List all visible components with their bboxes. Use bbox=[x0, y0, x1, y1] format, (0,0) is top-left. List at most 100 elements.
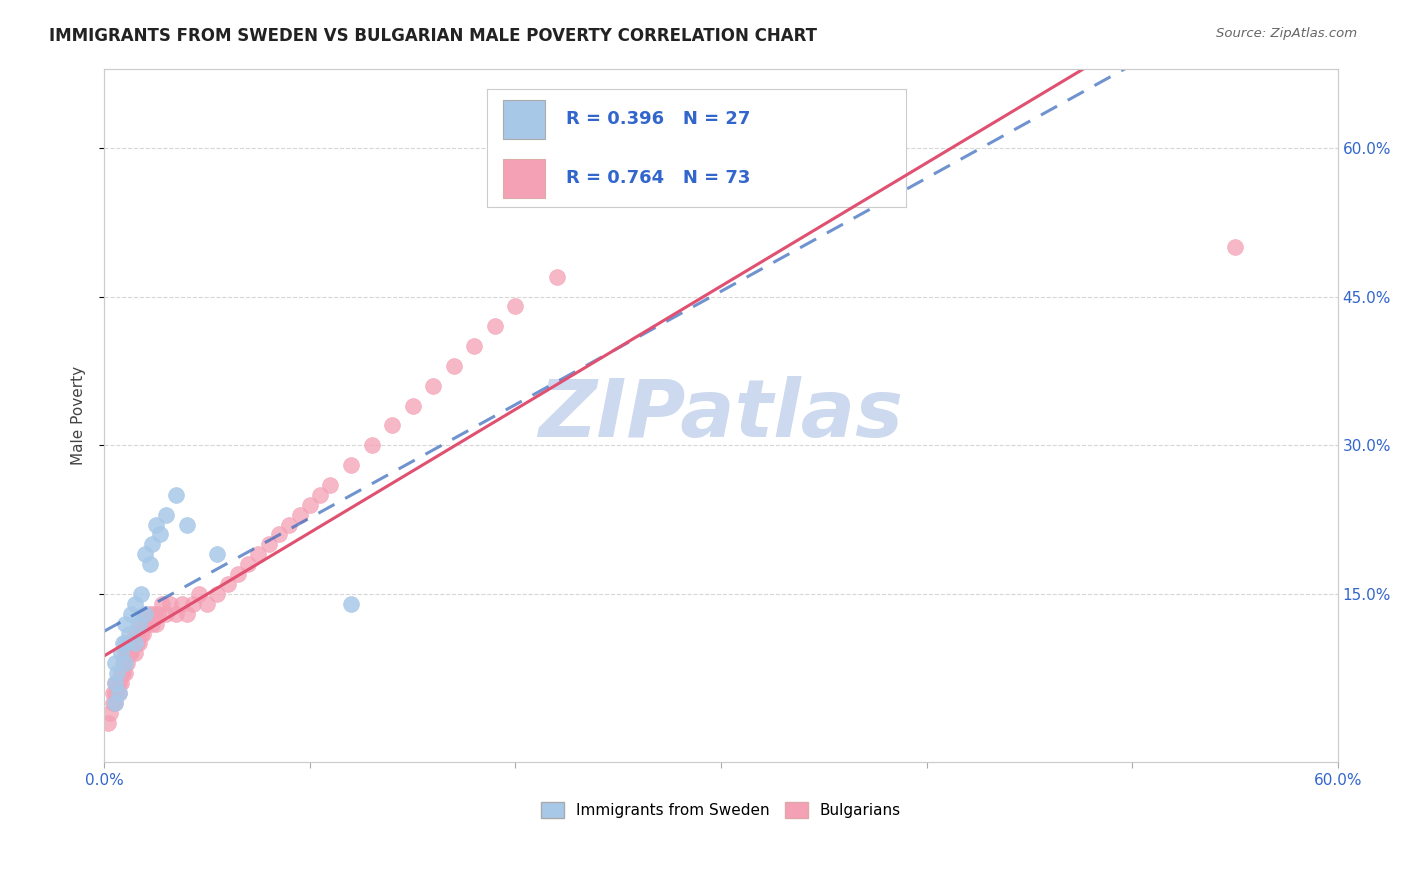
Point bbox=[463, 339, 485, 353]
Point bbox=[120, 636, 142, 650]
Point bbox=[122, 636, 145, 650]
Point bbox=[114, 636, 136, 650]
Point bbox=[298, 498, 321, 512]
Point bbox=[150, 597, 173, 611]
Point bbox=[111, 666, 134, 681]
Point bbox=[155, 607, 177, 621]
Point bbox=[138, 607, 160, 621]
Point bbox=[107, 686, 129, 700]
Point bbox=[103, 696, 125, 710]
Point bbox=[134, 547, 156, 561]
Point bbox=[107, 676, 129, 690]
Point bbox=[142, 607, 165, 621]
Point bbox=[127, 636, 149, 650]
Point bbox=[118, 636, 141, 650]
Point bbox=[172, 597, 194, 611]
Point bbox=[149, 527, 172, 541]
Point bbox=[401, 399, 423, 413]
Point bbox=[360, 438, 382, 452]
Point bbox=[103, 686, 125, 700]
Legend: Immigrants from Sweden, Bulgarians: Immigrants from Sweden, Bulgarians bbox=[534, 796, 907, 824]
Point bbox=[505, 300, 527, 314]
Point bbox=[127, 626, 149, 640]
Point bbox=[101, 686, 124, 700]
Point bbox=[155, 508, 177, 522]
Point bbox=[124, 647, 146, 661]
Point bbox=[115, 657, 138, 671]
Point bbox=[136, 616, 159, 631]
Point bbox=[97, 715, 120, 730]
Point bbox=[134, 607, 156, 621]
Point bbox=[134, 607, 156, 621]
Point bbox=[217, 577, 239, 591]
Point bbox=[129, 616, 152, 631]
Point bbox=[1223, 240, 1246, 254]
Point bbox=[129, 587, 152, 601]
Point bbox=[100, 706, 122, 720]
Point bbox=[115, 647, 138, 661]
Point bbox=[165, 607, 187, 621]
Point bbox=[309, 488, 332, 502]
Point bbox=[114, 616, 136, 631]
Point bbox=[176, 607, 198, 621]
Point bbox=[422, 378, 444, 392]
Point bbox=[278, 517, 301, 532]
Point bbox=[114, 666, 136, 681]
Point bbox=[226, 567, 249, 582]
Point bbox=[105, 676, 128, 690]
Point bbox=[110, 666, 132, 681]
Point bbox=[340, 597, 363, 611]
Point bbox=[176, 517, 198, 532]
Point bbox=[111, 657, 134, 671]
Point bbox=[443, 359, 465, 373]
Point bbox=[101, 696, 124, 710]
Point bbox=[195, 597, 218, 611]
Point bbox=[114, 647, 136, 661]
Point bbox=[129, 626, 152, 640]
Point bbox=[128, 616, 150, 631]
Point bbox=[187, 587, 209, 601]
Point bbox=[145, 517, 167, 532]
Point bbox=[124, 597, 146, 611]
Point bbox=[288, 508, 311, 522]
Point bbox=[159, 597, 181, 611]
Text: Source: ZipAtlas.com: Source: ZipAtlas.com bbox=[1216, 27, 1357, 40]
Point bbox=[118, 647, 141, 661]
Point bbox=[319, 478, 342, 492]
Point bbox=[484, 319, 506, 334]
Text: IMMIGRANTS FROM SWEDEN VS BULGARIAN MALE POVERTY CORRELATION CHART: IMMIGRANTS FROM SWEDEN VS BULGARIAN MALE… bbox=[49, 27, 817, 45]
Point bbox=[257, 537, 280, 551]
Point bbox=[124, 626, 146, 640]
Point bbox=[111, 636, 134, 650]
Point bbox=[107, 686, 129, 700]
Point bbox=[120, 647, 142, 661]
Point bbox=[138, 557, 160, 571]
Point bbox=[103, 676, 125, 690]
Point bbox=[128, 636, 150, 650]
Point bbox=[165, 488, 187, 502]
Point bbox=[134, 616, 156, 631]
Y-axis label: Male Poverty: Male Poverty bbox=[72, 366, 86, 465]
Point bbox=[120, 607, 142, 621]
Point bbox=[114, 657, 136, 671]
Point bbox=[181, 597, 204, 611]
Point bbox=[103, 696, 125, 710]
Point bbox=[546, 269, 568, 284]
Point bbox=[132, 626, 155, 640]
Point bbox=[105, 666, 128, 681]
Point bbox=[110, 676, 132, 690]
Point bbox=[238, 557, 260, 571]
Point bbox=[124, 636, 146, 650]
Point bbox=[207, 587, 229, 601]
Point bbox=[110, 647, 132, 661]
Point bbox=[381, 418, 404, 433]
Point bbox=[247, 547, 270, 561]
Point bbox=[114, 657, 136, 671]
Point bbox=[141, 537, 163, 551]
Point bbox=[145, 616, 167, 631]
Point bbox=[103, 676, 125, 690]
Point bbox=[146, 607, 169, 621]
Point bbox=[207, 547, 229, 561]
Point bbox=[267, 527, 290, 541]
Point bbox=[141, 616, 163, 631]
